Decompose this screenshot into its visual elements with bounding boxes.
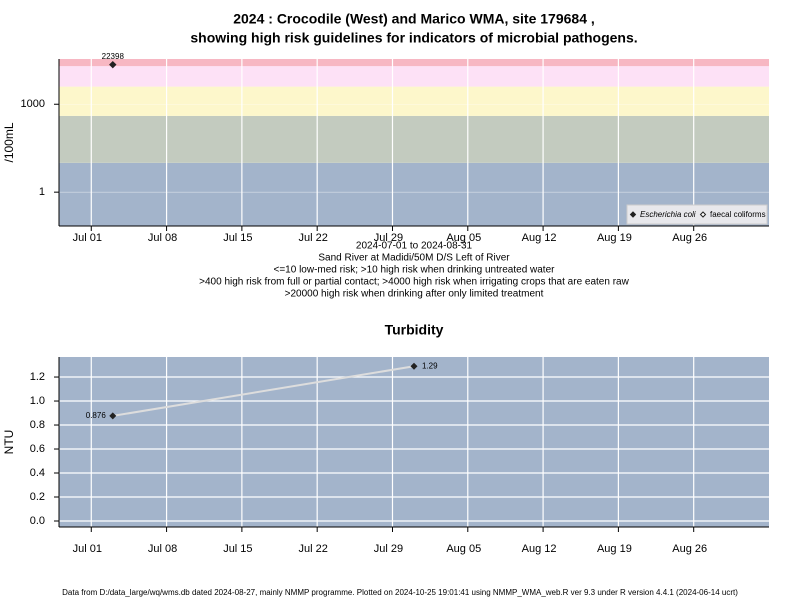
point <box>410 362 418 370</box>
x-tick-label: Jul 22 <box>299 232 328 244</box>
x-tick-label: Jul 08 <box>148 543 177 555</box>
x-tick-label: Jul 01 <box>73 232 102 244</box>
y-tick-label: 0.8 <box>30 419 45 431</box>
x-tick-label: Jul 29 <box>374 232 403 244</box>
x-tick-label: Jul 01 <box>73 543 102 555</box>
y-tick-label: 0.4 <box>30 467 45 479</box>
legend-box <box>626 204 768 225</box>
y-tick-label: 1 <box>39 186 45 198</box>
y-tick-label: 1.2 <box>30 371 45 383</box>
data-label: 0.876 <box>86 411 107 420</box>
note: 2024-07-01 to 2024-08-31 <box>356 241 473 252</box>
x-tick-label: Aug 19 <box>597 543 632 555</box>
x-tick-label: Aug 12 <box>522 543 557 555</box>
x-tick-label: Jul 22 <box>299 543 328 555</box>
y-tick-label: 0.6 <box>30 443 45 455</box>
x-tick-label: Aug 19 <box>597 232 632 244</box>
legend-marker <box>629 211 637 218</box>
y-tick-label: 0.2 <box>30 491 45 503</box>
legend-label: faecal coliforms <box>710 210 766 219</box>
line <box>112 365 415 417</box>
x-tick-label: Aug 05 <box>446 232 481 244</box>
x-tick-label: Aug 26 <box>672 543 707 555</box>
x-tick-label: Jul 29 <box>374 543 403 555</box>
plot-background <box>59 357 769 527</box>
data-label: 1.29 <box>422 361 438 370</box>
note: <=10 low-med risk; >10 high risk when dr… <box>274 265 556 276</box>
risk-band <box>59 86 769 116</box>
note: Sand River at Madidi/50M D/S Left of Riv… <box>318 253 510 264</box>
risk-band <box>59 115 769 163</box>
point <box>109 412 117 420</box>
x-tick-label: Aug 12 <box>522 232 557 244</box>
y-tick-label: 0.0 <box>30 515 45 527</box>
risk-band <box>59 59 769 67</box>
x-tick-label: Jul 15 <box>223 232 252 244</box>
chart-title: Turbidity <box>385 322 444 338</box>
chart-title: 2024 : Crocodile (West) and Marico WMA, … <box>233 11 595 27</box>
x-tick-label: Aug 05 <box>446 543 481 555</box>
x-tick-label: Jul 15 <box>223 543 252 555</box>
note: >20000 high risk when drinking after onl… <box>285 289 544 300</box>
y-tick-label: 1000 <box>21 98 45 110</box>
y-axis-label: NTU <box>2 430 16 455</box>
x-tick-label: Jul 08 <box>148 232 177 244</box>
data-label: 22398 <box>102 52 125 61</box>
risk-band <box>59 66 769 87</box>
legend-label: Escherichia coli <box>640 210 696 219</box>
chart-subtitle: showing high risk guidelines for indicat… <box>190 30 637 46</box>
note: >400 high risk from full or partial cont… <box>199 277 629 288</box>
footer: Data from D:/data_large/wq/wms.db dated … <box>62 588 738 597</box>
point <box>109 60 117 69</box>
x-tick-label: Aug 26 <box>672 232 707 244</box>
legend-marker <box>699 211 707 218</box>
y-tick-label: 1.0 <box>30 395 45 407</box>
y-axis-label: /100mL <box>2 122 16 162</box>
